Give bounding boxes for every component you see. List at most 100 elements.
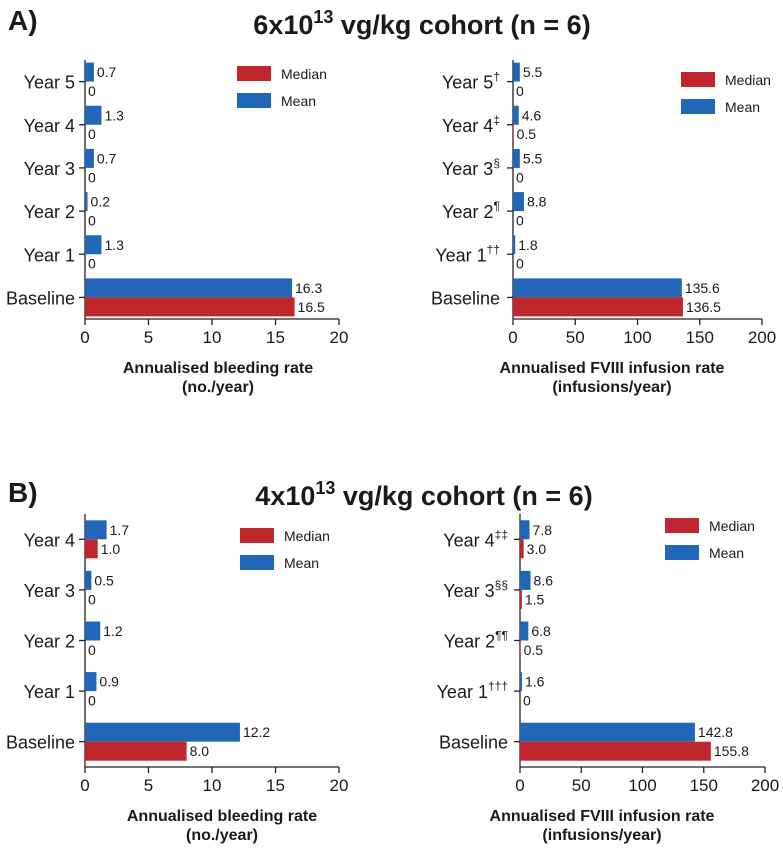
mean-bar: [85, 235, 102, 255]
legend-swatch-mean: [681, 99, 715, 114]
category-name: Year 4: [24, 530, 75, 550]
mean-value-label: 1.7: [110, 522, 130, 538]
category-name: Year 1: [24, 245, 75, 265]
median-value-label: 0: [88, 642, 96, 658]
median-value-label: 0: [88, 83, 96, 99]
x-axis-label: (no./year): [182, 379, 254, 396]
mean-bar: [513, 192, 524, 212]
cohort-title-a: 6x1013 vg/kg cohort (n = 6): [253, 7, 590, 40]
median-value-label: 8.0: [190, 743, 210, 759]
legend-label-mean: Mean: [281, 93, 316, 109]
category-label: Year 4: [24, 530, 75, 550]
chart-infusion-rate-a: 0 50 100 150 200 Annualised FVIII infusion ra…: [431, 60, 776, 396]
median-value-label: 3.0: [527, 541, 547, 557]
x-tick-label: 20: [330, 328, 349, 347]
median-value-label: 0: [516, 213, 524, 229]
category-name: Year 1: [437, 682, 488, 702]
median-value-label: 0: [516, 169, 524, 185]
median-value-label: 0: [88, 693, 96, 709]
median-bar: [520, 640, 521, 660]
mean-bar: [85, 192, 88, 212]
mean-value-label: 1.3: [105, 237, 125, 253]
category-name: Year 4: [24, 116, 75, 136]
mean-bar: [520, 570, 531, 590]
mean-bar: [85, 672, 97, 692]
mean-bar: [85, 62, 94, 82]
category-name: Year 3: [443, 581, 494, 601]
category-name: Year 2: [24, 632, 75, 652]
mean-value-label: 4.6: [522, 107, 542, 123]
x-tick-label: 0: [515, 776, 524, 795]
legend-label-median: Median: [709, 518, 755, 534]
mean-bar: [85, 722, 240, 742]
category-name: Year 2: [24, 202, 75, 222]
mean-bar: [513, 278, 682, 298]
mean-value-label: 5.5: [523, 64, 543, 80]
median-value-label: 1.5: [525, 591, 545, 607]
legend-swatch-mean: [237, 93, 271, 108]
category-footnote-mark: ‡‡: [495, 527, 508, 541]
category-footnote-mark: ¶¶: [495, 629, 508, 643]
x-tick-label: 50: [572, 776, 591, 795]
mean-value-label: 7.8: [533, 522, 553, 538]
category-label: Baseline: [6, 733, 75, 753]
category-footnote-mark: ††: [487, 242, 500, 256]
cohort-title-a-main: 6x10: [253, 10, 313, 40]
legend-label-median: Median: [725, 72, 771, 88]
median-value-label: 0: [88, 256, 96, 272]
category-footnote-mark: ‡: [493, 113, 500, 127]
mean-value-label: 16.3: [295, 280, 322, 296]
category-label: Baseline: [431, 288, 500, 308]
category-label: Year 2¶¶: [444, 629, 508, 652]
median-bar: [520, 589, 522, 609]
category-name: Year 4: [442, 116, 493, 136]
mean-bar: [513, 235, 516, 255]
category-label: Year 1†††: [437, 679, 508, 702]
category-name: Baseline: [6, 288, 75, 308]
category-footnote-mark: §§: [495, 578, 508, 592]
category-label: Year 5: [24, 73, 75, 93]
legend-label-mean: Mean: [725, 99, 760, 115]
mean-value-label: 6.8: [531, 623, 551, 639]
category-label: Year 1††: [435, 242, 500, 265]
median-value-label: 0: [88, 169, 96, 185]
x-tick-label: 200: [751, 776, 779, 795]
legend-label-median: Median: [284, 528, 330, 544]
category-name: Year 5: [24, 73, 75, 93]
median-bar: [85, 297, 295, 317]
cohort-title-a-rest: vg/kg cohort (n = 6): [333, 10, 590, 40]
category-label: Year 3: [24, 159, 75, 179]
mean-bar: [520, 722, 695, 742]
mean-bar: [85, 570, 92, 590]
category-name: Year 3: [24, 581, 75, 601]
x-tick-label: 20: [330, 776, 349, 795]
median-value-label: 0: [516, 256, 524, 272]
category-label: Year 3: [24, 581, 75, 601]
x-tick-label: 100: [628, 776, 656, 795]
mean-value-label: 0.2: [91, 194, 111, 210]
x-tick-label: 50: [566, 328, 585, 347]
median-value-label: 0.5: [524, 642, 544, 658]
category-name: Baseline: [439, 733, 508, 753]
mean-bar: [513, 105, 519, 125]
cohort-title-b-sup: 13: [315, 478, 335, 498]
cohort-title-a-sup: 13: [313, 7, 333, 27]
mean-value-label: 1.6: [525, 674, 545, 690]
category-footnote-mark: †: [493, 70, 500, 84]
x-tick-label: 10: [203, 776, 222, 795]
category-label: Year 3§: [442, 156, 500, 179]
median-value-label: 0: [88, 591, 96, 607]
mean-value-label: 12.2: [243, 724, 270, 740]
mean-value-label: 1.2: [103, 623, 123, 639]
chart-infusion-rate-b: 0 50 100 150 200 Annualised FVIII infusion ra…: [437, 514, 779, 844]
cohort-title-b-main: 4x10: [255, 481, 315, 511]
category-name: Baseline: [431, 288, 500, 308]
legend-label-mean: Mean: [709, 545, 744, 561]
category-name: Year 3: [24, 159, 75, 179]
median-bar: [520, 741, 711, 761]
category-name: Baseline: [6, 733, 75, 753]
x-axis-label: (no./year): [186, 827, 258, 844]
x-axis-label: Annualised bleeding rate: [127, 808, 317, 825]
x-tick-label: 0: [80, 328, 89, 347]
median-value-label: 136.5: [686, 299, 721, 315]
